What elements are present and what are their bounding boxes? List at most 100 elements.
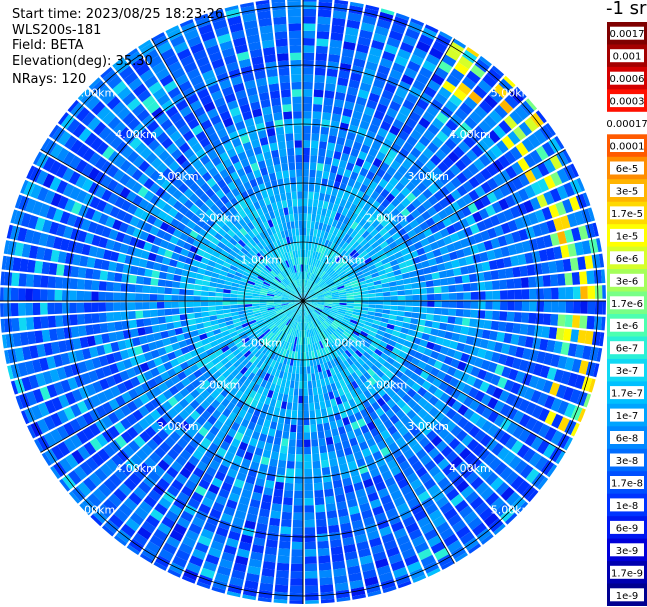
range-gate bbox=[385, 344, 395, 352]
range-gate bbox=[328, 270, 336, 277]
range-gate bbox=[316, 170, 323, 179]
range-gate bbox=[464, 116, 478, 130]
range-gate bbox=[273, 488, 284, 498]
range-gate bbox=[358, 316, 367, 321]
range-gate bbox=[227, 100, 239, 111]
range-gate bbox=[569, 257, 579, 271]
range-gate bbox=[300, 352, 303, 360]
range-gate bbox=[166, 466, 179, 479]
range-gate bbox=[281, 315, 288, 322]
range-gate bbox=[117, 340, 127, 351]
range-gate bbox=[342, 416, 351, 426]
range-gate bbox=[310, 221, 315, 229]
range-gate bbox=[295, 272, 299, 280]
range-gate bbox=[279, 238, 285, 247]
range-gate bbox=[313, 468, 322, 476]
range-gate bbox=[246, 444, 256, 454]
range-gate bbox=[247, 565, 261, 576]
range-gate bbox=[347, 374, 355, 383]
range-gate bbox=[332, 435, 341, 444]
range-gate bbox=[353, 327, 362, 334]
range-gate bbox=[432, 453, 445, 465]
range-gate bbox=[459, 531, 475, 545]
range-gate bbox=[515, 142, 529, 157]
range-gate bbox=[454, 275, 463, 284]
range-gate bbox=[462, 283, 471, 292]
range-gate bbox=[275, 400, 282, 409]
range-gate bbox=[341, 275, 349, 281]
range-gate bbox=[303, 111, 312, 119]
range-gate bbox=[115, 141, 129, 154]
range-gate bbox=[437, 263, 446, 272]
range-gate bbox=[219, 270, 228, 277]
range-gate bbox=[236, 548, 250, 559]
range-gate bbox=[195, 394, 205, 405]
range-gate bbox=[231, 334, 240, 342]
range-gate bbox=[267, 405, 275, 414]
range-gate bbox=[266, 472, 276, 482]
range-gate bbox=[277, 311, 284, 316]
range-gate bbox=[346, 357, 354, 366]
range-gate bbox=[349, 467, 360, 477]
range-gate bbox=[253, 115, 264, 125]
range-gate bbox=[247, 262, 256, 270]
range-gate bbox=[450, 176, 462, 189]
range-gate bbox=[256, 440, 266, 450]
range-gate bbox=[233, 275, 242, 281]
range-gate bbox=[118, 483, 132, 497]
range-gate bbox=[229, 22, 244, 33]
range-gate bbox=[410, 147, 422, 159]
range-gate bbox=[314, 319, 319, 327]
range-gate bbox=[544, 427, 557, 442]
range-gate bbox=[346, 337, 355, 345]
range-gate bbox=[332, 350, 339, 358]
range-gate bbox=[202, 472, 214, 484]
range-gate bbox=[62, 314, 71, 327]
range-gate bbox=[537, 162, 550, 177]
range-gate bbox=[151, 324, 161, 333]
range-gate bbox=[90, 394, 102, 408]
range-gate bbox=[344, 100, 355, 111]
range-gate bbox=[222, 305, 231, 310]
range-gate bbox=[210, 114, 222, 126]
range-gate bbox=[543, 158, 556, 174]
range-gate bbox=[300, 359, 303, 367]
range-gate bbox=[244, 301, 252, 305]
range-gate bbox=[400, 187, 411, 197]
range-gate bbox=[414, 484, 427, 497]
range-gate bbox=[372, 450, 383, 461]
range-gate bbox=[397, 290, 406, 296]
range-gate bbox=[406, 388, 417, 398]
range-gate bbox=[238, 344, 247, 352]
range-gate bbox=[303, 235, 306, 243]
range-gate bbox=[337, 508, 349, 518]
range-gate bbox=[382, 172, 393, 183]
range-gate bbox=[285, 287, 292, 293]
range-gate bbox=[312, 104, 323, 112]
range-gate bbox=[356, 336, 365, 344]
range-gate bbox=[119, 463, 133, 477]
range-gate bbox=[290, 282, 295, 290]
range-gate bbox=[304, 330, 307, 338]
range-gate bbox=[363, 8, 379, 19]
range-gate bbox=[320, 584, 334, 593]
range-gate bbox=[253, 310, 261, 315]
range-gate bbox=[334, 245, 342, 254]
range-gate bbox=[113, 155, 126, 168]
range-gate bbox=[298, 308, 302, 316]
range-gate bbox=[274, 303, 282, 306]
range-gate bbox=[324, 299, 333, 301]
range-gate bbox=[128, 311, 136, 320]
range-gate bbox=[138, 258, 148, 268]
range-gate bbox=[427, 484, 441, 497]
range-gate bbox=[113, 282, 122, 292]
range-gate bbox=[467, 264, 476, 274]
range-gate bbox=[216, 103, 229, 115]
range-gate bbox=[356, 43, 370, 54]
range-gate bbox=[255, 216, 263, 226]
range-gate bbox=[205, 233, 214, 242]
range-gate bbox=[402, 515, 416, 528]
range-gate bbox=[312, 206, 318, 215]
range-gate bbox=[271, 217, 278, 226]
range-gate bbox=[162, 454, 175, 466]
